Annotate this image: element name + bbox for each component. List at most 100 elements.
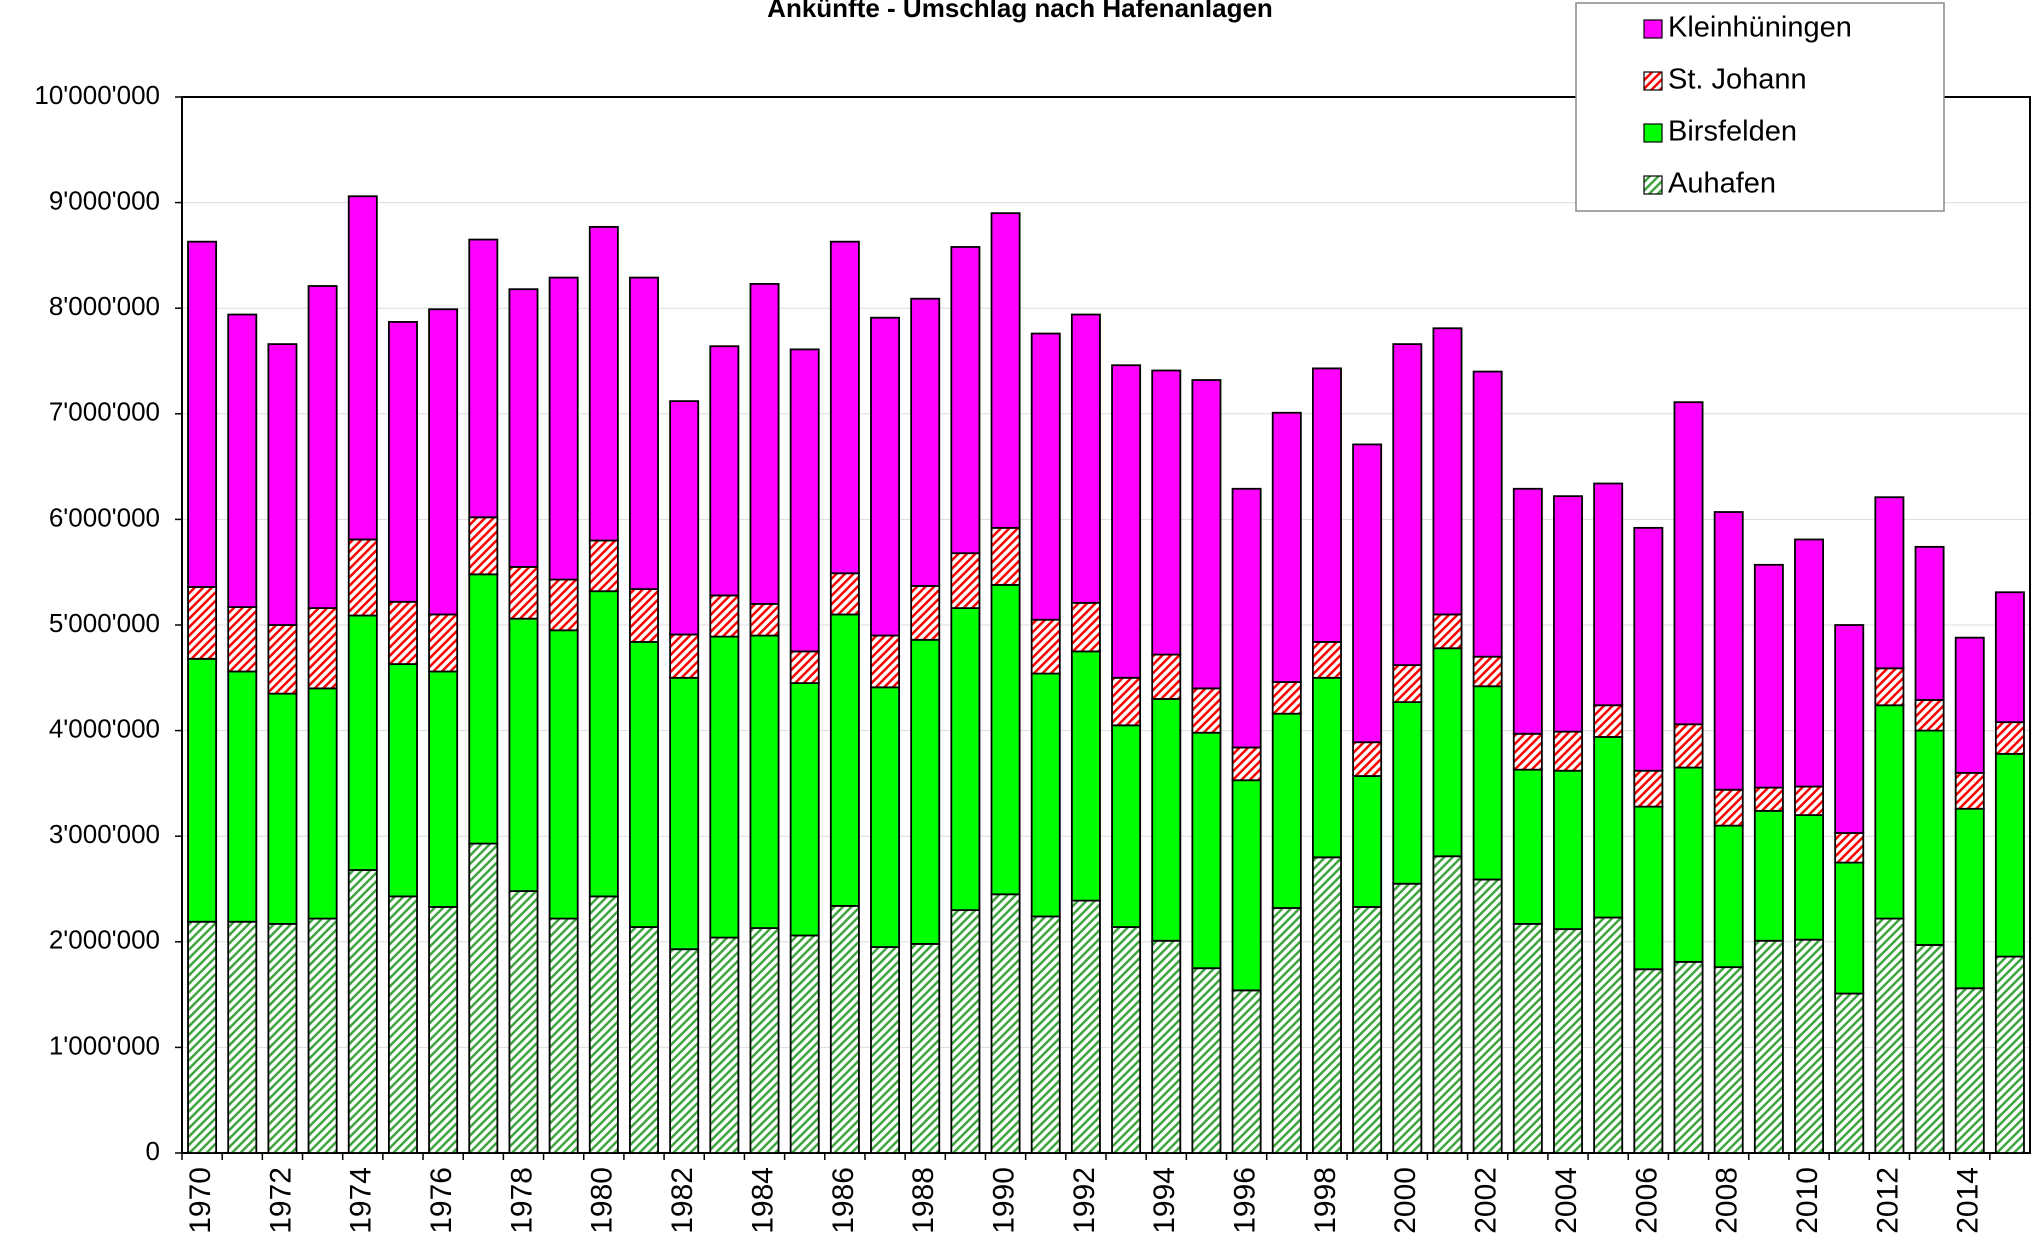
- bar-segment: [1070, 650, 1101, 902]
- bar-segment: [1633, 968, 1664, 1154]
- bar-segment: [1472, 685, 1503, 881]
- bar-segment: [1713, 966, 1744, 1154]
- bar-segment: [910, 638, 941, 945]
- y-tick-label: 5'000'000: [49, 608, 160, 638]
- legend-label: St. Johann: [1668, 64, 1807, 96]
- bar-segment: [950, 909, 981, 1154]
- bar-segment: [1030, 332, 1061, 621]
- bar-segment: [1472, 370, 1503, 658]
- legend-label: Birsfelden: [1668, 116, 1797, 148]
- y-tick-label: 6'000'000: [49, 502, 160, 532]
- bar-segment: [1392, 343, 1423, 667]
- bar-segment: [347, 869, 378, 1154]
- bar-segment: [1553, 495, 1583, 733]
- bar-segment: [1352, 741, 1383, 777]
- x-tick-label: 1996: [1229, 1167, 1262, 1234]
- bar-segment: [749, 634, 780, 929]
- bar-segment: [870, 316, 901, 637]
- bar-segment: [629, 276, 659, 590]
- bar-segment: [428, 613, 459, 673]
- bar-segment: [870, 686, 901, 948]
- bar-segment: [1311, 640, 1342, 679]
- bar-segment: [1713, 788, 1744, 827]
- legend-label: Kleinhüningen: [1668, 12, 1852, 44]
- bar-segment: [950, 246, 981, 555]
- bar-segment: [508, 566, 539, 620]
- bar-segment: [1271, 907, 1302, 1154]
- bar-segment: [1472, 878, 1503, 1154]
- bar-segment: [1753, 563, 1784, 789]
- y-tick-label: 3'000'000: [49, 819, 160, 849]
- bar-segment: [1954, 636, 1985, 774]
- bar-segment: [1994, 591, 2025, 724]
- bar-segment: [1593, 736, 1624, 919]
- bar-segment: [1713, 824, 1744, 969]
- y-tick-label: 9'000'000: [49, 185, 160, 215]
- chart-title: Ankünfte - Umschlag nach Hafenanlagen: [767, 0, 1273, 23]
- bar-segment: [1713, 511, 1744, 791]
- bar-segment: [1633, 805, 1664, 971]
- x-tick-label: 2002: [1470, 1167, 1503, 1234]
- bar-segment: [307, 285, 338, 610]
- x-tick-label: 1994: [1148, 1167, 1181, 1234]
- x-tick-label: 1974: [345, 1167, 378, 1234]
- x-tick-label: 1980: [586, 1167, 619, 1234]
- bar-segment: [990, 893, 1021, 1154]
- bar-segment: [910, 943, 941, 1154]
- bar-segment: [1994, 955, 2025, 1154]
- bar-segment: [428, 906, 459, 1154]
- bar-segment: [669, 948, 700, 1154]
- bar-segment: [1794, 814, 1825, 941]
- bar-segment: [1030, 618, 1061, 675]
- bar-segment: [1673, 401, 1704, 726]
- bar-segment: [548, 629, 579, 920]
- bar-segment: [387, 663, 418, 898]
- legend-swatch: [1643, 175, 1663, 195]
- bar-segment: [267, 692, 298, 925]
- bar-segment: [1070, 313, 1101, 604]
- bar-segment: [1553, 769, 1583, 931]
- bar-segment: [1954, 807, 1985, 990]
- bar-segment: [1673, 723, 1704, 769]
- bar-segment: [990, 212, 1021, 529]
- bar-segment: [829, 572, 860, 616]
- bar-segment: [267, 624, 298, 695]
- bar-segment: [1954, 987, 1985, 1154]
- bar-segment: [1191, 731, 1222, 970]
- bar-segment: [1432, 613, 1463, 650]
- bar-segment: [187, 657, 218, 923]
- bar-segment: [387, 321, 418, 603]
- bar-segment: [227, 670, 258, 923]
- x-tick-label: 1988: [907, 1167, 940, 1234]
- x-tick-label: 1972: [264, 1167, 297, 1234]
- x-tick-label: 2000: [1389, 1167, 1422, 1234]
- bar-segment: [789, 682, 820, 937]
- bar-segment: [669, 633, 700, 679]
- bar-segment: [267, 922, 298, 1154]
- bar-segment: [1271, 681, 1302, 715]
- bar-segment: [1874, 496, 1905, 670]
- x-tick-label: 2014: [1952, 1167, 1985, 1234]
- legend-label: Auhafen: [1668, 168, 1776, 200]
- bar-segment: [1553, 928, 1583, 1154]
- bar-segment: [1794, 785, 1825, 816]
- x-tick-label: 1982: [666, 1167, 699, 1234]
- bar-segment: [1151, 369, 1182, 656]
- bar-segment: [870, 946, 901, 1154]
- bar-segment: [1311, 676, 1342, 859]
- bar-segment: [1231, 989, 1262, 1154]
- bar-segment: [1432, 855, 1463, 1154]
- bar-segment: [990, 583, 1021, 896]
- legend-swatch: [1643, 71, 1663, 91]
- bar-segment: [1392, 882, 1423, 1154]
- bar-segment: [1512, 487, 1543, 735]
- x-tick-label: 1992: [1068, 1167, 1101, 1234]
- x-tick-label: 1984: [746, 1167, 779, 1234]
- x-tick-label: 1976: [425, 1167, 458, 1234]
- bar-segment: [1151, 939, 1182, 1154]
- bar-segment: [187, 920, 218, 1154]
- bar-segment: [1834, 624, 1865, 834]
- bar-segment: [1191, 967, 1222, 1154]
- bar-segment: [1593, 704, 1624, 738]
- bar-segment: [1753, 809, 1784, 942]
